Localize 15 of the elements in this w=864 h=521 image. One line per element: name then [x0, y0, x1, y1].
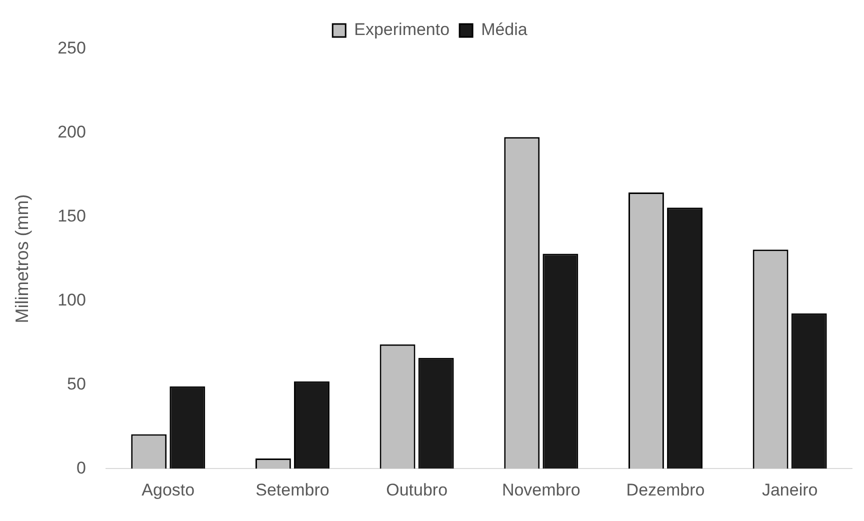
x-tick-label: Janeiro [762, 480, 818, 500]
y-tick-label: 50 [67, 374, 86, 394]
y-axis-title: Milimetros (mm) [12, 194, 32, 324]
x-tick-label: Agosto [142, 480, 195, 500]
legend-label: Média [481, 20, 528, 40]
legend-label: Experimento [354, 20, 450, 40]
y-tick-label: 0 [76, 458, 86, 478]
y-tick-label: 100 [58, 290, 86, 310]
x-tick-label: Dezembro [626, 480, 705, 500]
y-tick-label: 200 [58, 122, 86, 142]
y-tick-label: 250 [58, 38, 86, 58]
x-tick-label: Novembro [502, 480, 580, 500]
x-tick-label: Setembro [256, 480, 330, 500]
x-tick-label: Outubro [386, 480, 448, 500]
y-tick-label: 150 [58, 206, 86, 226]
